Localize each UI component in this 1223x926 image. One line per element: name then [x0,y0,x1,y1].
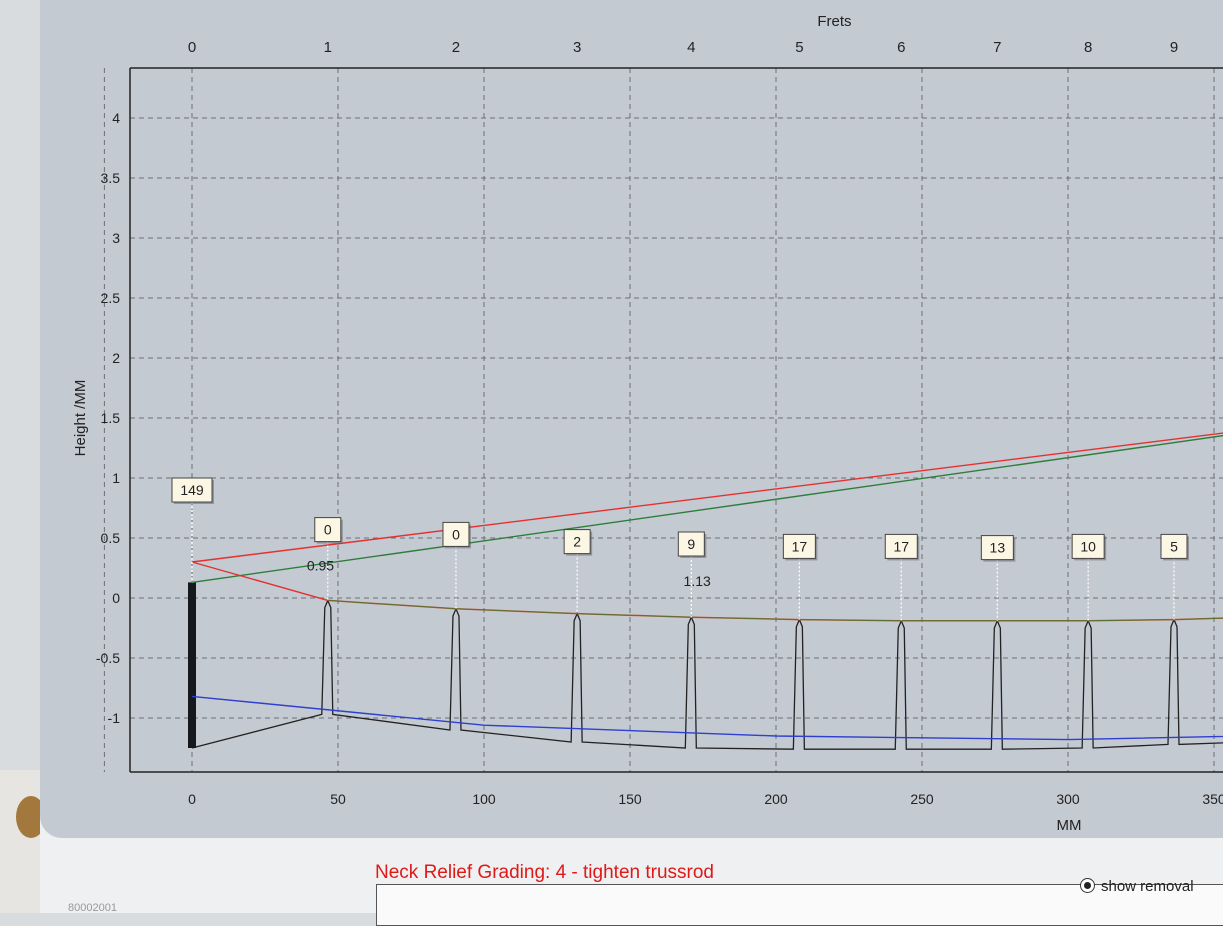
y-axis-title: Height /MM [72,380,89,457]
value-box-text: 9 [687,536,695,552]
top-axis-title: Frets [817,13,851,30]
y-tick-label: 1.5 [101,410,121,426]
fret-number-label: 6 [897,39,905,56]
x-tick-label: 100 [472,791,496,807]
series-line-1 [191,432,1223,563]
x-tick-label: 350 [1202,791,1223,807]
plot-area [130,68,1223,772]
y-tick-label: 2.5 [101,290,121,306]
fret-number-label: 1 [324,39,332,56]
plot-panel: 050100150200250300350400450500550600650-… [40,0,1223,838]
value-box [980,535,1014,561]
value-box-text: 13 [990,540,1006,556]
x-tick-label: 300 [1056,791,1080,807]
x-tick-label: 0 [188,791,196,807]
value-box-text: 17 [893,538,909,554]
value-box [563,529,591,555]
series-line-0 [191,434,1223,584]
gap-annotation: 0.95 [307,558,334,574]
x-tick-label: 50 [330,791,346,807]
radio-selected-icon[interactable] [1080,878,1095,893]
y-tick-label: 3 [112,230,120,246]
show-removal-label: show removal [1101,878,1194,895]
gap-annotation: 1.13 [684,573,711,589]
value-box [442,521,470,547]
value-box [314,517,342,543]
fret-number-label: 5 [795,39,803,56]
value-box-text: 149 [180,482,204,498]
app-window: 050100150200250300350400450500550600650-… [40,0,1223,926]
y-tick-label: 2 [112,350,120,366]
value-box-text: 2 [573,534,581,550]
value-box-text: 17 [792,538,808,554]
y-tick-label: 0 [112,590,120,606]
y-tick-label: -1 [108,710,121,726]
value-box [677,531,705,557]
neck-relief-grading: Neck Relief Grading: 4 - tighten trussro… [375,862,714,883]
fret-number-label: 4 [687,39,695,56]
value-box [171,477,213,503]
fret-profile-path [191,598,1223,750]
value-box [782,533,816,559]
y-tick-label: -0.5 [96,650,120,666]
x-axis-title: MM [1057,817,1082,834]
desk-background [0,770,40,913]
x-tick-label: 200 [764,791,788,807]
series-line-2 [191,561,328,602]
fret-top-curve [327,599,1223,622]
show-removal-radio[interactable]: show removal [1080,878,1194,895]
fret-number-label: 2 [452,39,460,56]
neck-profile-chart: 050100150200250300350400450500550600650-… [72,13,1223,834]
nut-bar [188,582,196,748]
value-box [884,533,918,559]
value-box-text: 10 [1080,538,1096,554]
value-box-text: 0 [324,522,332,538]
x-tick-label: 250 [910,791,934,807]
value-box-text: 0 [452,526,460,542]
y-tick-label: 0.5 [101,530,121,546]
y-tick-label: 1 [112,470,120,486]
x-tick-label: 150 [618,791,642,807]
series-line-3 [191,695,1223,741]
fret-number-label: 8 [1084,39,1092,56]
value-box [1160,533,1188,559]
value-box [1071,533,1105,559]
serial-label: 80002001 [68,902,117,914]
y-tick-label: 4 [112,110,120,126]
value-box-text: 5 [1170,538,1178,554]
fret-number-label: 3 [573,39,581,56]
fret-number-label: 9 [1170,39,1178,56]
fret-number-label: 0 [188,39,196,56]
fret-number-label: 7 [993,39,1001,56]
y-tick-label: 3.5 [101,170,121,186]
